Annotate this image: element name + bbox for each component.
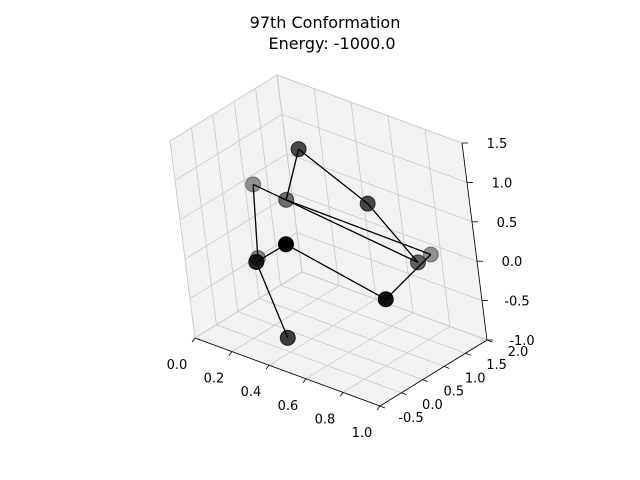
chart-title-line-2: Energy: -1000.0	[268, 34, 395, 53]
x-tick-mark	[191, 337, 196, 343]
y-tick-label: 1.5	[486, 358, 507, 373]
y-tick-label: 2.0	[508, 345, 529, 360]
grid-line-z	[174, 113, 468, 183]
y-tick-mark	[465, 352, 471, 356]
z-tick-label: 1.0	[492, 176, 513, 191]
grid-line-z	[184, 192, 478, 262]
z-tick-label: -1.0	[509, 334, 534, 349]
z-tick-label: 0.0	[502, 255, 523, 270]
x-tick-label: 1.0	[352, 426, 373, 441]
residue-point	[245, 176, 262, 193]
x-tick-label: 0.8	[315, 412, 336, 427]
residue-point	[277, 236, 294, 253]
y-tick-mark	[422, 379, 428, 382]
bond-line	[285, 148, 300, 200]
y-tick-label: 1.0	[465, 371, 486, 386]
x-tick-mark	[376, 405, 381, 411]
residue-point	[422, 246, 439, 263]
y-tick-label: -0.5	[398, 411, 423, 426]
y-tick-mark	[444, 366, 450, 369]
y-tick-mark	[379, 405, 386, 409]
x-tick-mark	[265, 364, 270, 370]
bond-line	[298, 148, 369, 205]
bond-line	[255, 261, 289, 339]
z-tick-label: 0.5	[497, 216, 518, 231]
y-tick-label: 0.5	[443, 385, 464, 400]
x-axis-line	[194, 337, 381, 407]
y-tick-mark	[401, 392, 407, 396]
bond-line	[285, 199, 432, 256]
bond-line	[285, 243, 387, 300]
residue-point	[248, 253, 265, 270]
x-tick-mark	[302, 378, 307, 384]
x-tick-mark	[339, 392, 344, 397]
grid-line-z	[169, 74, 463, 144]
residue-point	[359, 195, 376, 212]
y-tick-label: 0.0	[422, 398, 443, 413]
residue-point	[290, 141, 307, 158]
grid-line-z	[189, 232, 483, 301]
residue-point	[409, 254, 426, 271]
grid-line-z	[179, 153, 473, 223]
x-tick-mark	[228, 351, 233, 356]
bond-line	[367, 203, 419, 263]
chart-title-line-1: 97th Conformation	[250, 13, 401, 32]
grid-line-z	[194, 271, 488, 341]
y-axis-line	[379, 339, 488, 407]
z-tick-label: 1.5	[487, 137, 508, 152]
z-tick-label: -0.5	[504, 295, 529, 310]
z-axis-line	[461, 142, 488, 341]
bond-line	[252, 184, 259, 259]
x-tick-label: 0.2	[204, 372, 225, 387]
residue-point	[278, 191, 295, 208]
x-tick-label: 0.6	[278, 399, 299, 414]
residue-point	[377, 291, 394, 308]
x-tick-label: 0.0	[167, 358, 188, 373]
residue-point	[279, 329, 296, 346]
x-tick-label: 0.4	[241, 385, 262, 400]
